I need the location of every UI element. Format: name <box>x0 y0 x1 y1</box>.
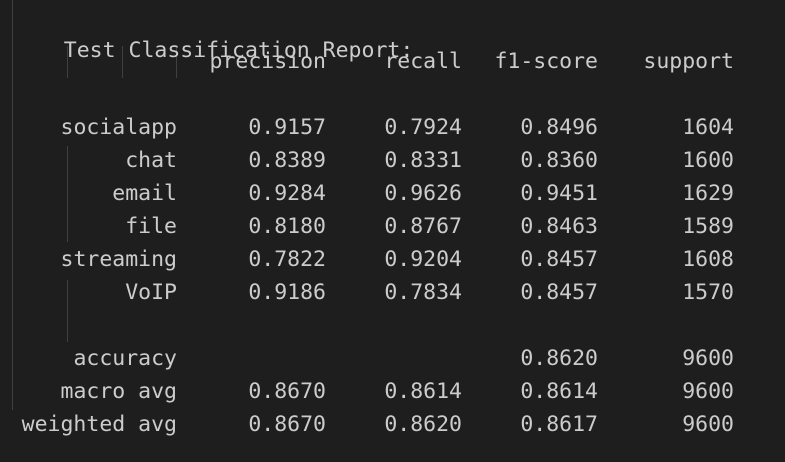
row-support: 1570 <box>682 280 734 305</box>
indent-guide <box>122 46 123 78</box>
row-label: accuracy <box>73 346 177 371</box>
indent-guide <box>12 0 13 410</box>
header-support: support <box>643 49 734 74</box>
row-f1: 0.8457 <box>520 280 598 305</box>
row-f1: 0.8496 <box>520 115 598 140</box>
report-row: socialapp 0.9157 0.7924 0.8496 1604 <box>0 117 785 271</box>
row-f1: 0.9451 <box>520 181 598 206</box>
indent-guide <box>67 46 68 78</box>
row-precision: 0.7822 <box>248 247 326 272</box>
row-label: VoIP <box>125 280 177 305</box>
header-recall: recall <box>384 49 462 74</box>
indent-guide <box>67 280 68 342</box>
row-precision: 0.9157 <box>248 115 326 140</box>
row-support: 1600 <box>682 148 734 173</box>
report-title-text: Test Classification Report: <box>63 38 414 63</box>
row-label: socialapp <box>60 115 178 140</box>
row-recall: 0.8767 <box>384 214 462 239</box>
row-label: weighted avg <box>21 412 177 437</box>
row-recall: 0.9204 <box>384 247 462 272</box>
row-precision: 0.9284 <box>248 181 326 206</box>
row-recall: 0.8331 <box>384 148 462 173</box>
row-support: 9600 <box>682 412 734 437</box>
summary-row-weighted-avg: weighted avg 0.8670 0.8620 0.8617 9600 <box>0 414 785 462</box>
report-row: file 0.8180 0.8767 0.8463 1589 <box>0 216 785 370</box>
row-precision: 0.8670 <box>248 379 326 404</box>
summary-row-macro-avg: macro avg 0.8670 0.8614 0.8614 9600 <box>0 381 785 462</box>
row-label: file <box>125 214 177 239</box>
header-f1-score: f1-score <box>494 49 598 74</box>
indent-guide <box>176 46 177 78</box>
report-row: chat 0.8389 0.8331 0.8360 1600 <box>0 150 785 304</box>
row-recall: 0.8614 <box>384 379 462 404</box>
row-label: chat <box>125 148 177 173</box>
row-precision: 0.8670 <box>248 412 326 437</box>
row-f1: 0.8360 <box>520 148 598 173</box>
indent-guide <box>67 146 68 242</box>
row-f1: 0.8463 <box>520 214 598 239</box>
header-precision: precision <box>209 49 327 74</box>
row-support: 9600 <box>682 346 734 371</box>
row-support: 1604 <box>682 115 734 140</box>
row-recall: 0.8620 <box>384 412 462 437</box>
row-recall: 0.7834 <box>384 280 462 305</box>
row-label: macro avg <box>60 379 178 404</box>
row-label: streaming <box>60 247 178 272</box>
row-f1: 0.8620 <box>520 346 598 371</box>
report-row: email 0.9284 0.9626 0.9451 1629 <box>0 183 785 337</box>
row-support: 1608 <box>682 247 734 272</box>
row-support: 1589 <box>682 214 734 239</box>
row-f1: 0.8614 <box>520 379 598 404</box>
row-recall: 0.7924 <box>384 115 462 140</box>
row-recall: 0.9626 <box>384 181 462 206</box>
report-row: VoIP 0.9186 0.7834 0.8457 1570 <box>0 282 785 436</box>
row-support: 9600 <box>682 379 734 404</box>
report-header: precision recall f1-score support <box>0 51 785 183</box>
row-precision: 0.8389 <box>248 148 326 173</box>
row-precision: 0.8180 <box>248 214 326 239</box>
report-row: streaming 0.7822 0.9204 0.8457 1608 <box>0 249 785 403</box>
summary-row-accuracy: accuracy 0.8620 9600 <box>0 348 785 462</box>
row-precision: 0.9186 <box>248 280 326 305</box>
row-f1: 0.8457 <box>520 247 598 272</box>
row-support: 1629 <box>682 181 734 206</box>
row-label: email <box>112 181 177 206</box>
row-f1: 0.8617 <box>520 412 598 437</box>
report-title: Test Classification Report: <box>12 18 414 84</box>
